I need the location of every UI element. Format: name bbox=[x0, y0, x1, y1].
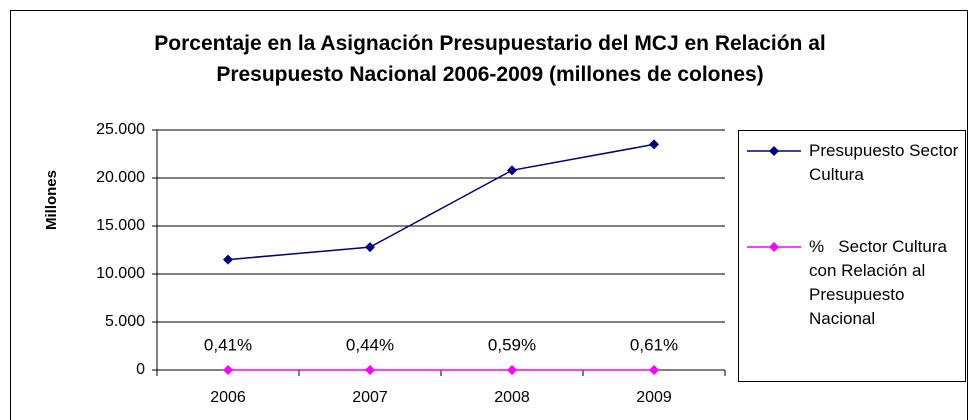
legend-marker bbox=[769, 146, 779, 156]
data-point bbox=[507, 364, 517, 375]
data-label: 0,61% bbox=[630, 335, 678, 354]
y-tick-label: 0 bbox=[136, 361, 145, 378]
y-axis-label: Millones bbox=[43, 170, 60, 230]
legend: Presupuesto Sector Cultura % Sector Cultu… bbox=[738, 130, 966, 382]
y-tick-label: 10.000 bbox=[96, 265, 145, 282]
legend-swatch bbox=[747, 242, 801, 252]
data-point bbox=[649, 364, 659, 375]
legend-label: % Sector Cultura con Relación al Presupu… bbox=[809, 237, 952, 328]
data-label: 0,41% bbox=[204, 335, 252, 354]
x-tick-label: 2009 bbox=[636, 389, 672, 406]
x-tick-label: 2007 bbox=[352, 389, 388, 406]
data-point bbox=[649, 139, 659, 150]
data-point bbox=[223, 254, 233, 265]
y-tick-label: 25.000 bbox=[96, 121, 145, 138]
data-point bbox=[365, 364, 375, 375]
x-tick-label: 2008 bbox=[494, 389, 530, 406]
data-point bbox=[365, 242, 375, 253]
legend-marker bbox=[769, 242, 779, 252]
chart-title: Porcentaje en la Asignación Presupuestar… bbox=[154, 32, 826, 86]
y-tick-label: 5.000 bbox=[105, 313, 145, 330]
data-point bbox=[223, 364, 233, 375]
chart-frame bbox=[10, 10, 968, 420]
legend-label: Presupuesto Sector Cultura bbox=[809, 141, 964, 184]
y-tick-label: 15.000 bbox=[96, 217, 145, 234]
series-line bbox=[227, 143, 655, 261]
legend-swatch bbox=[747, 146, 801, 156]
data-label: 0,44% bbox=[346, 335, 394, 354]
data-label: 0,59% bbox=[488, 335, 536, 354]
y-tick-label: 20.000 bbox=[96, 169, 145, 186]
data-point bbox=[507, 165, 517, 176]
x-tick-label: 2006 bbox=[210, 389, 246, 406]
